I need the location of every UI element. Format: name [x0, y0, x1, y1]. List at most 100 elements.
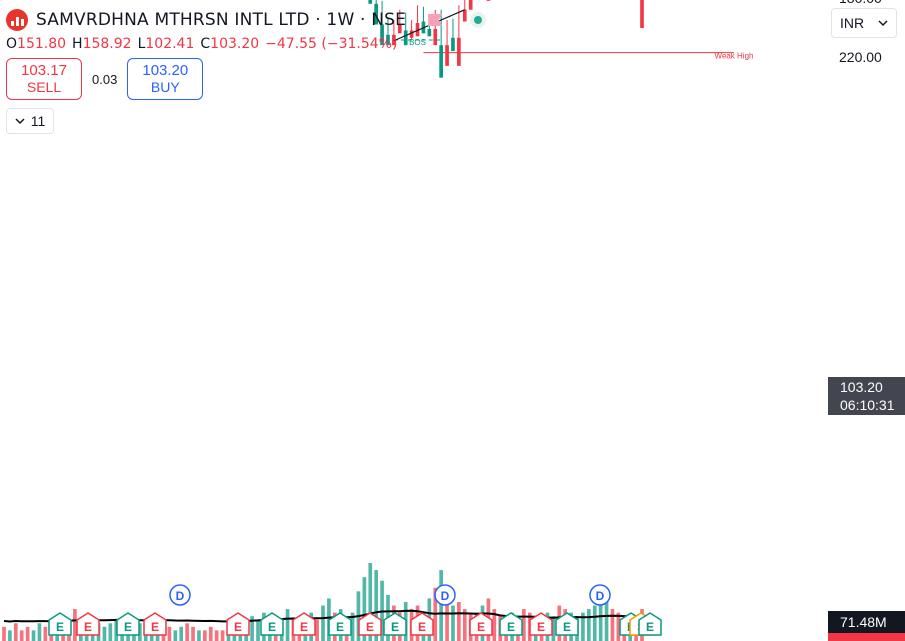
event-marker[interactable]: E — [358, 612, 382, 636]
volume-bar — [43, 626, 48, 641]
high-value: 158.92 — [82, 36, 132, 52]
earnings-marker[interactable] — [410, 612, 434, 636]
candle — [397, 9, 402, 34]
candle-body — [380, 24, 384, 46]
earnings-marker[interactable] — [383, 612, 407, 636]
volume-bar — [31, 630, 36, 641]
event-marker-letter: D — [441, 589, 450, 603]
volume-bar — [587, 609, 591, 641]
event-marker[interactable]: D — [434, 584, 456, 606]
volume-bar — [179, 626, 184, 641]
volume-bar — [256, 619, 260, 641]
event-marker[interactable]: E — [499, 612, 523, 636]
event-marker-letter: E — [418, 620, 426, 634]
event-marker[interactable]: E — [76, 612, 100, 636]
event-marker[interactable]: E — [383, 612, 407, 636]
earnings-marker[interactable] — [499, 612, 523, 636]
volume-bar — [138, 623, 142, 641]
event-marker[interactable]: E — [260, 612, 284, 636]
event-marker[interactable]: D — [169, 584, 191, 606]
earnings-marker[interactable] — [76, 612, 100, 636]
event-marker-letter: E — [366, 620, 374, 634]
bar-chart-logo-icon — [6, 9, 28, 31]
event-marker-letter: D — [596, 589, 605, 603]
volume-bar — [616, 612, 621, 641]
event-marker-letter: E — [56, 620, 64, 634]
earnings-marker[interactable] — [358, 612, 382, 636]
earnings-marker[interactable] — [226, 612, 250, 636]
flag-icon[interactable] — [428, 14, 443, 26]
event-marker[interactable]: E — [469, 612, 493, 636]
currency-select[interactable]: INR — [831, 8, 897, 38]
volume-bar — [368, 563, 373, 641]
price-axis-bg — [828, 0, 905, 641]
volume-bar — [214, 630, 219, 641]
volume-bar — [610, 609, 615, 641]
event-marker[interactable]: E — [638, 612, 662, 636]
sell-button[interactable]: 103.17 SELL — [6, 58, 82, 100]
candle-body — [439, 45, 443, 78]
symbol-title[interactable]: SAMVRDHNA MTHRSN INTL LTD · 1W · NSE — [36, 10, 407, 30]
earnings-marker[interactable] — [48, 612, 72, 636]
market-status-icon[interactable] — [470, 12, 487, 28]
event-marker[interactable]: E — [116, 612, 140, 636]
low-value: 102.41 — [145, 36, 195, 52]
candle — [451, 18, 455, 52]
candle — [415, 5, 420, 37]
candle-body — [486, 0, 491, 1]
volume-bar — [191, 626, 195, 641]
event-marker[interactable]: D — [589, 584, 611, 606]
dividend-marker[interactable] — [589, 584, 611, 606]
event-marker-letter: D — [176, 589, 185, 603]
currency-label: INR — [840, 15, 865, 31]
event-marker[interactable]: E — [328, 612, 352, 636]
volume-bar — [13, 623, 18, 641]
indicators-toggle-button[interactable]: 11 — [6, 108, 54, 134]
candle-body — [374, 3, 378, 25]
low-label: L — [137, 36, 146, 52]
event-marker[interactable]: E — [48, 612, 72, 636]
volume-bar — [551, 616, 556, 641]
candle-body — [451, 37, 455, 52]
event-marker[interactable]: E — [226, 612, 250, 636]
event-marker[interactable]: E — [292, 612, 316, 636]
close-label: C — [200, 36, 211, 52]
candle — [403, 12, 408, 46]
candle — [445, 20, 449, 66]
chevron-down-icon — [15, 117, 25, 124]
earnings-marker[interactable] — [529, 612, 553, 636]
event-marker[interactable]: E — [410, 612, 434, 636]
earnings-marker[interactable] — [555, 612, 579, 636]
chevron-down-icon — [878, 19, 888, 26]
earnings-marker[interactable] — [116, 612, 140, 636]
volume-bar — [492, 609, 497, 641]
sell-label: SELL — [26, 79, 62, 95]
volume-bar — [73, 609, 77, 641]
earnings-marker[interactable] — [469, 612, 493, 636]
volume-bar — [197, 630, 201, 641]
earnings-marker[interactable] — [260, 612, 284, 636]
volume-bar — [374, 570, 378, 641]
buy-button[interactable]: 103.20 BUY — [127, 58, 204, 100]
volume-bar — [220, 630, 225, 641]
bos-label: BOS — [409, 38, 426, 47]
event-marker[interactable]: E — [555, 612, 579, 636]
candle — [374, 0, 378, 25]
dividend-marker[interactable] — [434, 584, 456, 606]
event-marker-letter: E — [124, 620, 132, 634]
volume-bar — [203, 630, 207, 641]
dividend-marker[interactable] — [169, 584, 191, 606]
price-axis[interactable]: 220.00200.00180.00160.00140.00120.00100.… — [828, 0, 905, 641]
countdown-label: 06:10:31 — [840, 397, 895, 413]
event-marker[interactable]: E — [143, 612, 167, 636]
candle-body — [409, 30, 414, 38]
earnings-marker[interactable] — [328, 612, 352, 636]
event-marker[interactable]: E — [529, 612, 553, 636]
volume-bar — [8, 630, 12, 641]
earnings-marker[interactable] — [143, 612, 167, 636]
close-value: 103.20 — [210, 36, 260, 52]
earnings-marker[interactable] — [638, 612, 662, 636]
candles-layer — [368, 0, 644, 78]
earnings-marker[interactable] — [292, 612, 316, 636]
